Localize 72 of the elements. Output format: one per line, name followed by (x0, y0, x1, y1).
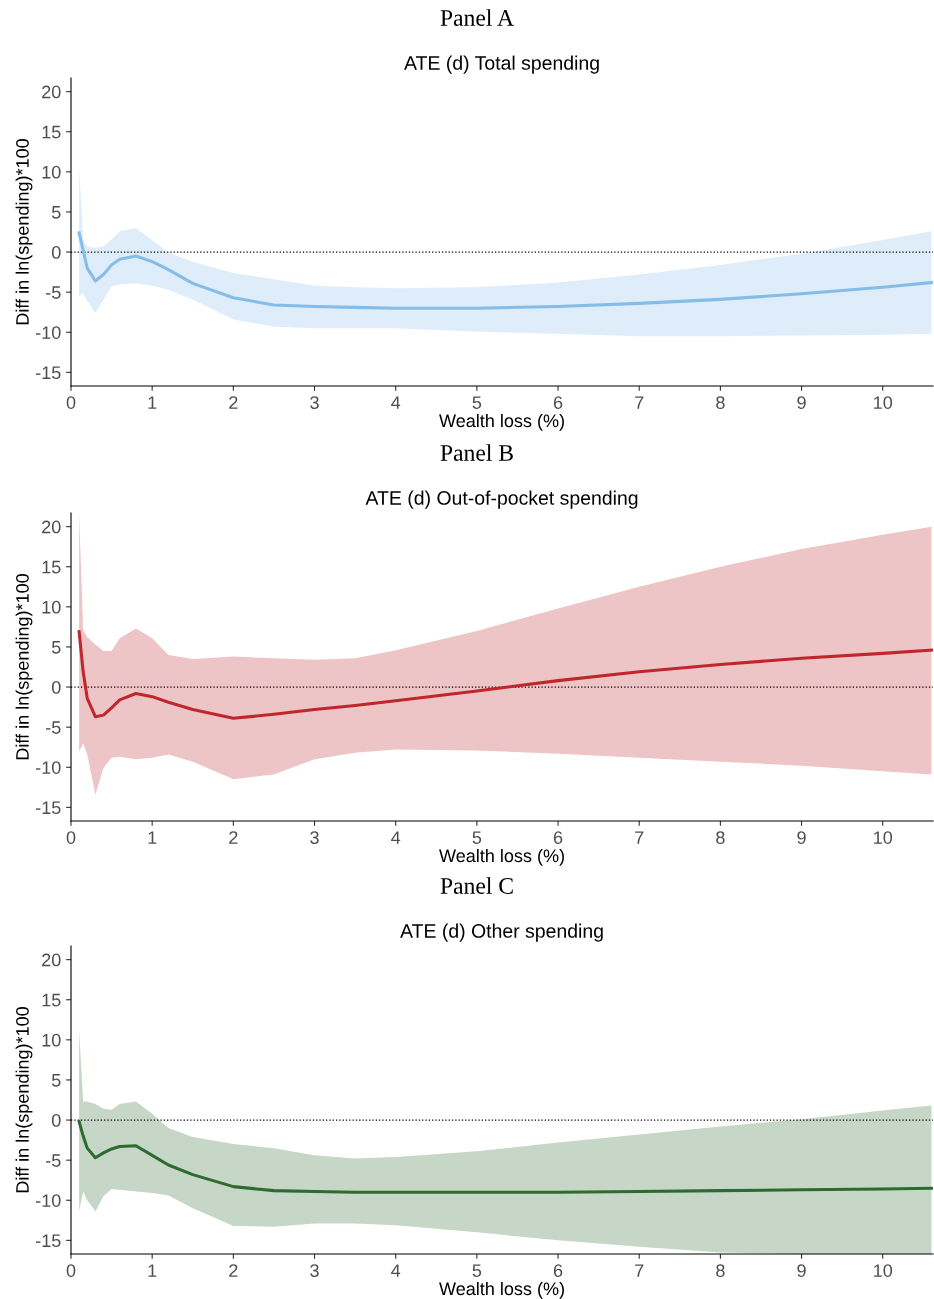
y-tick-label: 20 (42, 953, 61, 967)
x-tick-label: 10 (874, 1264, 893, 1277)
x-tick-label: 9 (797, 1264, 806, 1277)
y-tick-label: -15 (35, 801, 61, 815)
y-tick-label: -10 (35, 761, 61, 774)
x-tick-label: 4 (391, 1264, 401, 1277)
x-tick-label: 10 (874, 831, 893, 844)
x-tick-label: 0 (66, 831, 76, 844)
x-axis-title: Wealth loss (%) (439, 1281, 564, 1299)
x-tick-label: 9 (797, 396, 806, 409)
chart-subtitle: ATE (d) Other spending (400, 923, 603, 942)
x-tick-label: 6 (553, 1264, 563, 1277)
x-tick-label: 7 (635, 1264, 644, 1277)
x-tick-label: 10 (874, 396, 893, 409)
y-tick-label: 15 (42, 560, 61, 574)
x-tick-label: 6 (553, 396, 563, 409)
x-tick-label: 4 (391, 831, 401, 844)
y-tick-label: 5 (51, 641, 61, 654)
y-tick-label: 10 (42, 1033, 61, 1047)
y-tick-label: -5 (46, 286, 61, 299)
x-tick-label: 8 (716, 396, 725, 409)
chart-title: Panel C (440, 877, 513, 894)
x-tick-label: 3 (310, 831, 319, 844)
y-tick-label: 10 (42, 165, 61, 179)
y-tick-label: 5 (51, 1074, 61, 1087)
x-tick-label: 6 (553, 831, 563, 844)
x-tick-label: 0 (66, 1264, 76, 1277)
y-tick-label: 20 (42, 85, 61, 99)
x-tick-label: 8 (716, 831, 725, 844)
y-tick-label: 10 (42, 600, 61, 614)
y-axis-title: Diff in ln(spending)*100 (15, 574, 33, 760)
y-tick-label: 5 (51, 206, 61, 219)
y-tick-label: 15 (42, 125, 61, 139)
y-tick-label: -15 (35, 1234, 61, 1248)
y-tick-label: -15 (35, 366, 61, 380)
line-series (77, 630, 933, 720)
x-tick-label: 0 (66, 396, 76, 409)
x-tick-label: 3 (310, 396, 319, 409)
y-tick-label: 20 (42, 520, 61, 534)
line-series (77, 1120, 933, 1194)
x-tick-label: 1 (148, 831, 157, 844)
chart-subtitle: ATE (d) Total spending (404, 55, 599, 74)
x-tick-label: 2 (229, 831, 238, 844)
chart-title: Panel B (440, 444, 513, 461)
y-axis-title: Diff in ln(spending)*100 (15, 1007, 33, 1193)
y-tick-label: 15 (42, 993, 61, 1007)
x-tick-label: 5 (472, 396, 482, 409)
y-tick-label: -5 (46, 721, 61, 734)
x-tick-label: 1 (148, 1264, 157, 1277)
x-tick-label: 7 (635, 831, 644, 844)
line-series (77, 231, 933, 310)
x-tick-label: 9 (797, 831, 806, 844)
y-tick-label: -10 (35, 326, 61, 339)
y-tick-label: 0 (51, 245, 61, 259)
x-tick-label: 2 (229, 396, 238, 409)
y-tick-label: 0 (51, 1113, 61, 1127)
x-axis-title: Wealth loss (%) (439, 848, 564, 866)
y-tick-label: 0 (51, 680, 61, 694)
x-tick-label: 1 (148, 396, 157, 409)
x-tick-label: 5 (472, 831, 482, 844)
x-axis-title: Wealth loss (%) (439, 413, 564, 431)
y-tick-label: -5 (46, 1154, 61, 1167)
x-tick-label: 3 (310, 1264, 319, 1277)
y-tick-label: -10 (35, 1194, 61, 1207)
x-tick-label: 2 (229, 1264, 238, 1277)
x-tick-label: 4 (391, 396, 401, 409)
x-tick-label: 7 (635, 396, 644, 409)
chart-title: Panel A (440, 9, 514, 26)
y-axis-title: Diff in ln(spending)*100 (15, 139, 33, 325)
x-tick-label: 5 (472, 1264, 482, 1277)
chart-subtitle: ATE (d) Out-of-pocket spending (365, 490, 638, 509)
x-tick-label: 8 (716, 1264, 725, 1277)
